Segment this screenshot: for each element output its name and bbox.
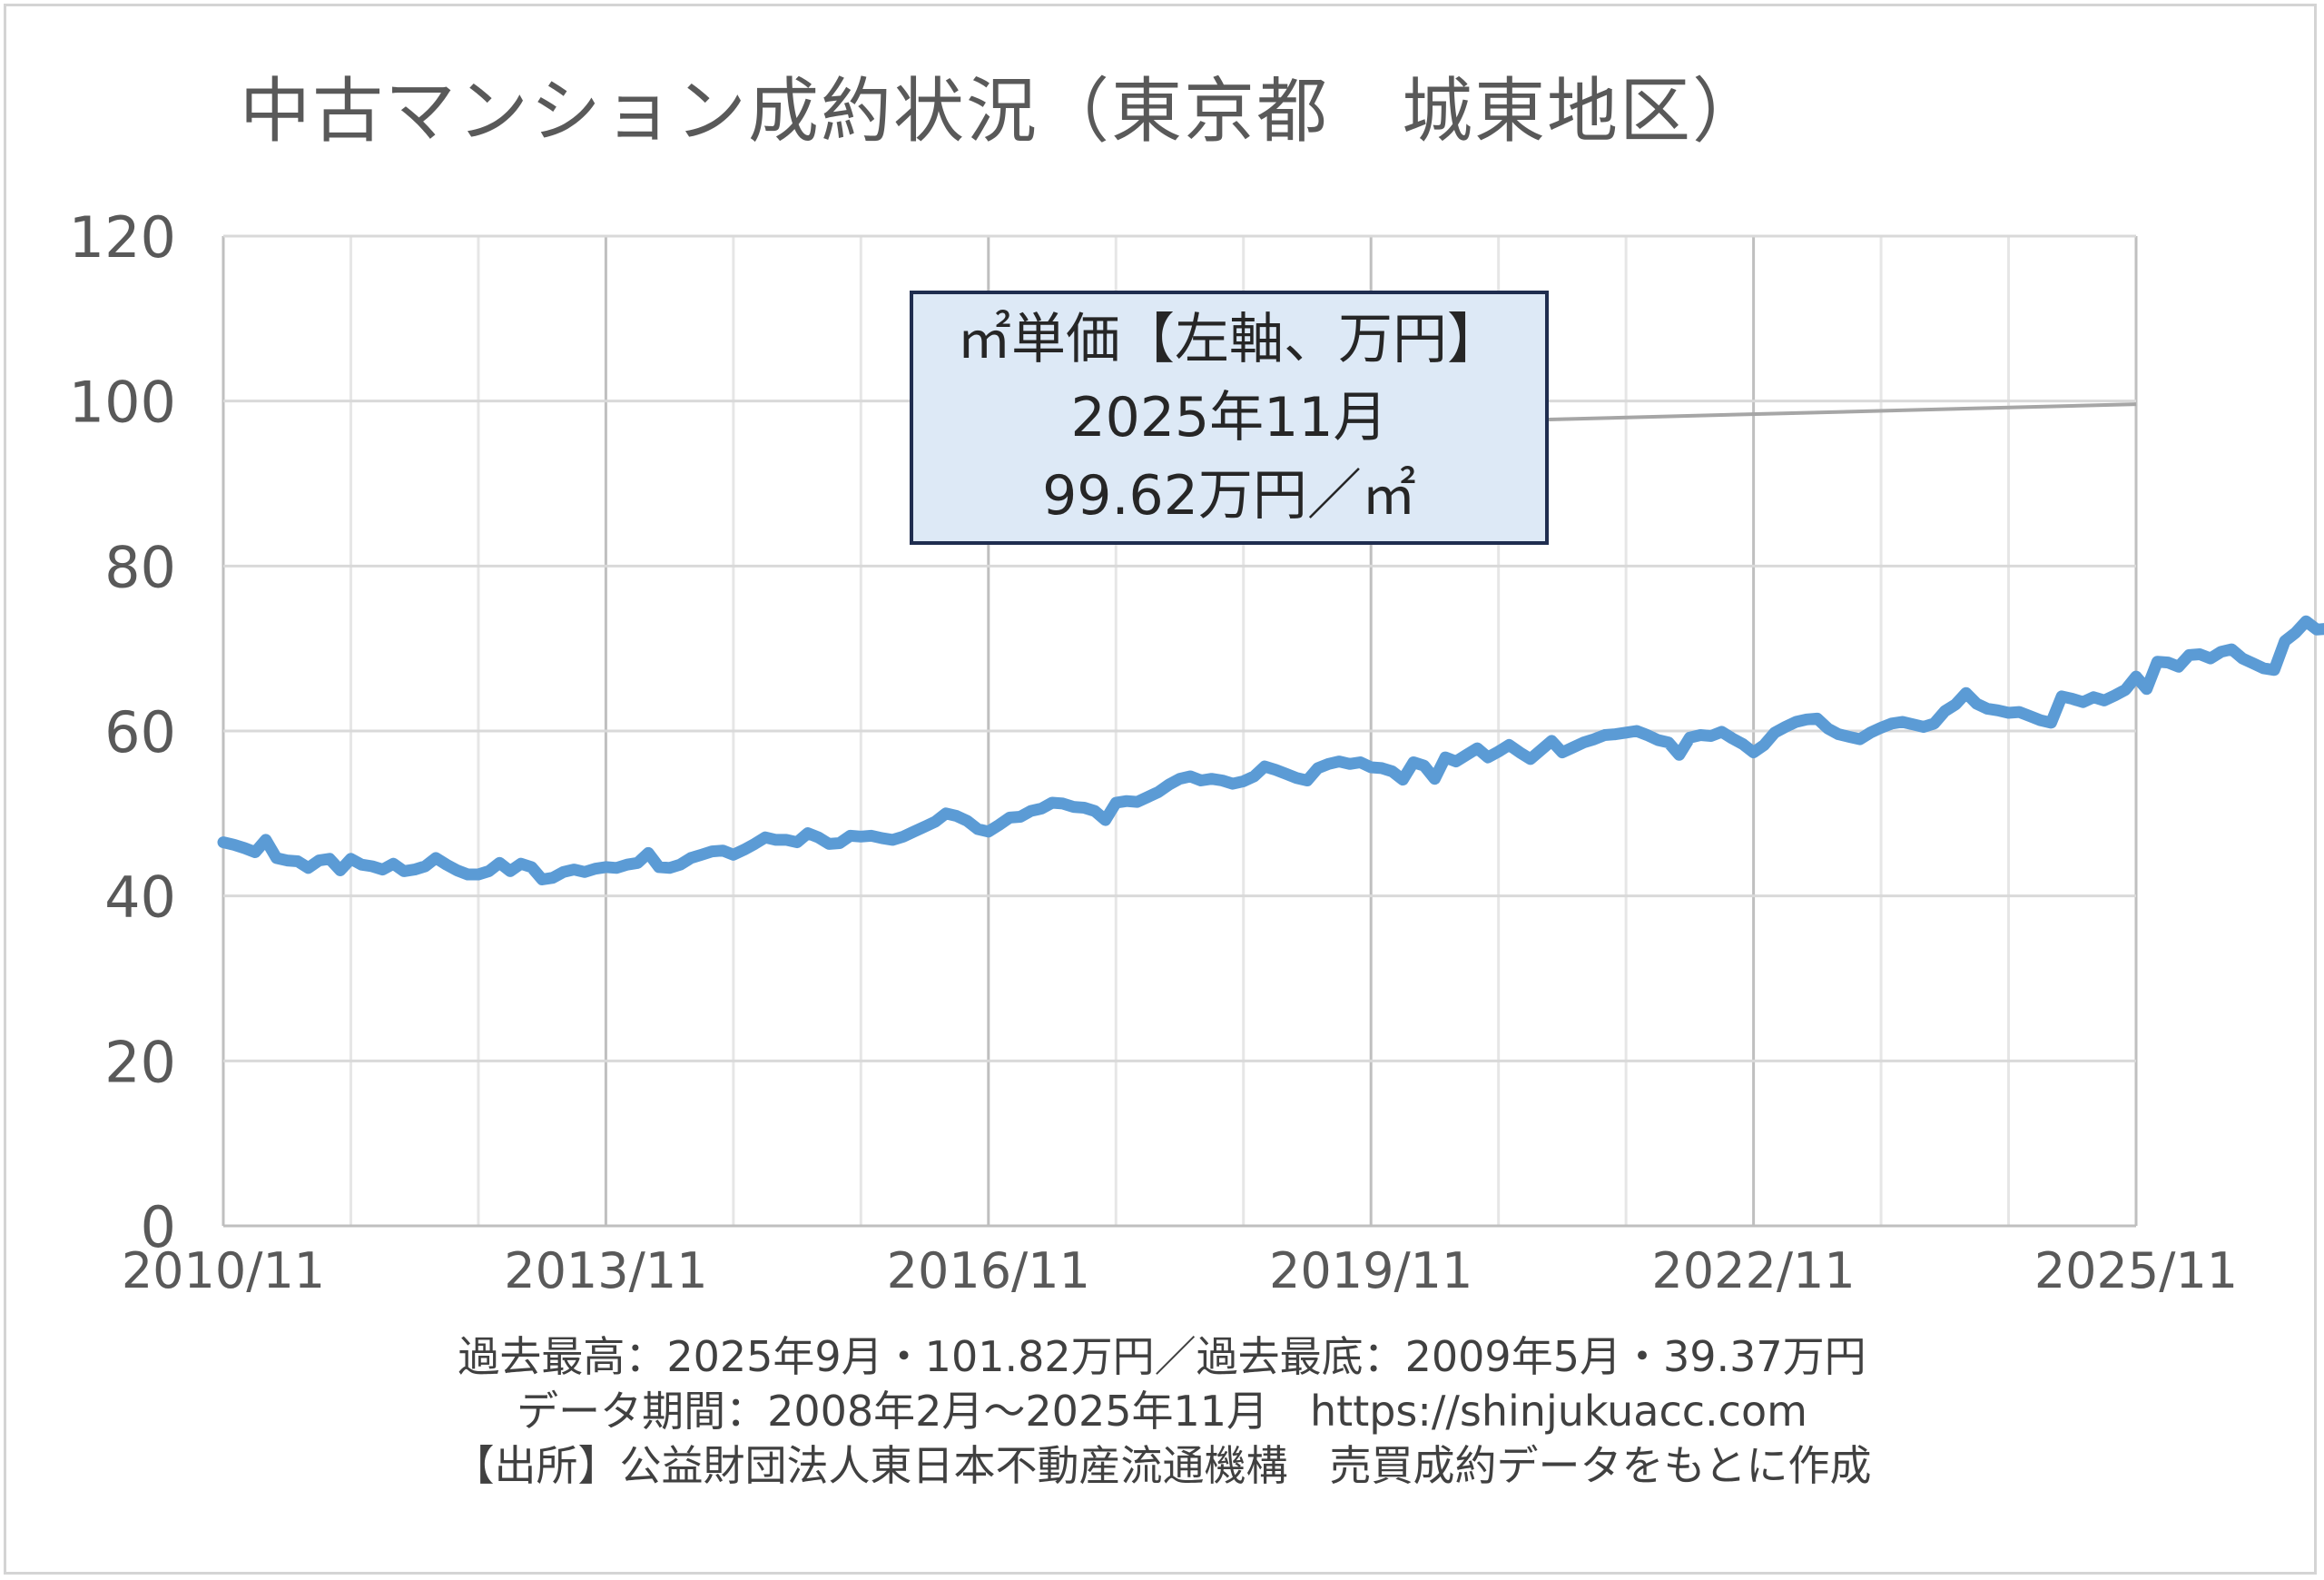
y-tick-label: 80 — [104, 534, 176, 600]
y-tick-label: 20 — [104, 1029, 176, 1095]
callout-box: ㎡単価【左軸、万円】 2025年11月 99.62万円／㎡ — [910, 291, 1549, 545]
x-tick-label: 2013/11 — [504, 1242, 707, 1299]
y-tick-label: 60 — [104, 699, 176, 765]
callout-line-1: ㎡単価【左軸、万円】 — [957, 308, 1502, 371]
y-tick-label: 0 — [141, 1194, 176, 1260]
x-tick-label: 2010/11 — [122, 1242, 325, 1299]
y-tick-label: 40 — [104, 864, 176, 931]
y-tick-label: 100 — [69, 370, 176, 436]
x-tick-label: 2019/11 — [1269, 1242, 1472, 1299]
gridlines — [222, 234, 2138, 1228]
chart-title: 中古マンション成約状況（東京都 城東地区） — [239, 71, 1765, 153]
series-line — [217, 615, 2324, 885]
series-layer — [217, 615, 2324, 885]
callout-line-2: 2025年11月 — [1070, 386, 1388, 449]
y-tick-label: 120 — [69, 204, 176, 271]
callout-line-3: 99.62万円／㎡ — [1042, 464, 1416, 528]
footer-record-line: 過去最高：2025年9月・101.82万円／過去最底：2009年5月・39.37… — [458, 1332, 1866, 1381]
callout-leader-line — [1548, 402, 2137, 421]
footer-source-line: 【出所】公益財団法人東日本不動産流通機構 売買成約データをもとに作成 — [452, 1441, 1872, 1490]
footer-period-line: データ期間：2008年2月～2025年11月 https://shinjukua… — [517, 1387, 1807, 1436]
x-tick-label: 2022/11 — [1651, 1242, 1855, 1299]
x-tick-label: 2016/11 — [887, 1242, 1090, 1299]
axes: 0 20 40 60 80 100 120 2010/11 2013/11 2016/11 2019… — [69, 204, 2239, 1299]
callout-leader — [1548, 402, 2137, 421]
x-tick-label: 2025/11 — [2034, 1242, 2238, 1299]
